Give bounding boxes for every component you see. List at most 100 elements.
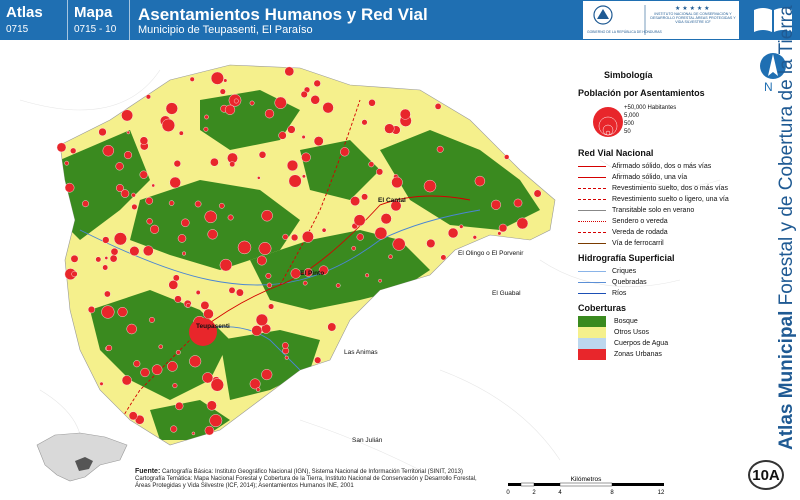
legend-roads-symbol [578, 166, 606, 167]
settlement-dot [318, 265, 329, 276]
settlement-dot [87, 306, 96, 314]
settlement-dot [109, 254, 118, 263]
settlement-dot [224, 104, 236, 115]
legend-pop-item: 50 [624, 129, 631, 135]
settlement-dot [266, 282, 273, 288]
settlement-dot [301, 230, 314, 243]
sources-footer: Fuente: Cartografía Básica: Instituto Ge… [135, 468, 495, 490]
settlement-dot [300, 90, 308, 98]
settlement-dot [392, 237, 406, 251]
legend-hydro-title: Hidrografía Superficial [578, 253, 675, 263]
settlement-dot [207, 229, 218, 240]
settlement-dot [70, 254, 79, 263]
legend-hydro-symbol [578, 282, 606, 283]
footer-line-1: Cartografía Básica: Instituto Geográfico… [161, 469, 463, 475]
scale-tick: 8 [610, 490, 614, 496]
settlement-dot [139, 170, 148, 179]
place-label-el-pinto: El Pinto [300, 270, 324, 277]
settlement-dot [185, 302, 191, 308]
settlement-dot [172, 274, 180, 282]
settlement-dot [264, 109, 275, 119]
settlement-dot [131, 192, 136, 198]
settlement-dot [145, 94, 151, 100]
settlement-dot [209, 414, 223, 427]
settlement-dot [491, 199, 502, 210]
settlement-dot [313, 136, 324, 147]
legend-roads-title: Red Vial Nacional [578, 148, 654, 158]
mapa-code: 0715 - 10 [74, 24, 117, 35]
legend-roads-symbol [578, 199, 606, 200]
settlement-dot [251, 325, 263, 336]
settlement-dot [351, 245, 357, 251]
settlement-dot [64, 182, 75, 193]
settlement-dot [202, 372, 214, 384]
legend-hydro-item: Criques [578, 266, 748, 277]
settlement-dot [322, 102, 334, 114]
settlement-dot [261, 209, 273, 222]
settlement-dot [516, 217, 529, 230]
settlement-dot [102, 236, 110, 244]
settlement-dot [104, 290, 111, 298]
settlement-dot [498, 223, 508, 233]
settlement-dot [146, 218, 153, 225]
legend-cover-label: Otros Usos [614, 329, 650, 336]
settlement-dot [200, 300, 210, 310]
scale-tick: 0 [506, 490, 510, 496]
settlement-dot [356, 233, 364, 241]
svg-text:★ ★ ★ ★ ★: ★ ★ ★ ★ ★ [675, 5, 710, 12]
legend-hydro-symbol [578, 271, 606, 272]
honduras-seal-icon [593, 5, 613, 25]
atlas-code: 0715 [6, 24, 29, 35]
legend-cover-item: Otros Usos [578, 327, 748, 338]
atlas-side-title-rest: Forestal y de Cobertura de la Tierra [776, 5, 797, 311]
legend-hydro-label: Criques [612, 268, 637, 275]
settlement-dot [82, 200, 89, 208]
settlement-dot [189, 76, 195, 82]
settlement-dot [129, 246, 140, 257]
settlement-dot [113, 232, 127, 246]
footer-line-3: Áreas Protegidas y Vida Silvestre (ICF, … [135, 483, 354, 489]
settlement-dot [95, 256, 102, 263]
settlement-dot [101, 305, 115, 319]
settlement-dot [256, 387, 261, 392]
settlement-dot [195, 290, 201, 295]
settlement-dot [133, 360, 141, 368]
settlement-dot [376, 168, 384, 176]
legend-roads-label: Afirmado sólido, una vía [612, 174, 688, 181]
settlement-dot [265, 272, 272, 279]
legend-roads-symbol [578, 210, 606, 211]
legend-cover-item: Zonas Urbanas [578, 349, 748, 360]
settlement-dot [178, 130, 184, 136]
legend-population-title: Población por Asentamientos [578, 88, 705, 98]
legend-hydro-list: Criques Quebradas Ríos [578, 266, 748, 299]
settlement-dot [378, 278, 382, 283]
settlement-dot [203, 126, 209, 132]
legend-roads-label: Revestimiento suelto o ligero, una vía [612, 196, 729, 203]
legend-roads-label: Transitable solo en verano [612, 207, 695, 214]
settlement-dot [497, 231, 502, 236]
settlement-dot [145, 196, 153, 205]
atlas-box: Atlas 0715 [0, 0, 68, 40]
settlement-dot [303, 268, 313, 277]
settlement-dot [70, 147, 77, 154]
settlement-points [56, 66, 542, 436]
map-badge: 10A [748, 460, 784, 490]
logos-graphic: GOBIERNO DE LA REPÚBLICA DE HONDURAS ★ ★… [587, 5, 736, 35]
settlement-dot [227, 214, 234, 221]
legend-roads-symbol [578, 243, 606, 244]
settlement-dot [126, 323, 137, 335]
settlement-dot [104, 256, 109, 260]
settlement-dot [350, 196, 360, 207]
scale-tick: 2 [532, 490, 536, 496]
legend-roads-item: Vereda de rodada [578, 227, 748, 238]
logo-left-text: GOBIERNO DE LA REPÚBLICA DE HONDURAS [587, 29, 663, 34]
settlement-dot [140, 367, 150, 378]
settlement-dot [131, 203, 138, 210]
settlement-dot [533, 189, 542, 198]
legend-roads-item: Revestimiento suelto, dos o más vías [578, 183, 748, 194]
map-canvas[interactable]: El Cantal El Olingo o El Porvenir El Gua… [0, 40, 750, 470]
north-arrow-icon [760, 53, 786, 79]
place-label-el-olingo: El Olingo o El Porvenir [458, 250, 524, 257]
settlement-dot [284, 355, 289, 360]
settlement-dot [426, 238, 436, 248]
